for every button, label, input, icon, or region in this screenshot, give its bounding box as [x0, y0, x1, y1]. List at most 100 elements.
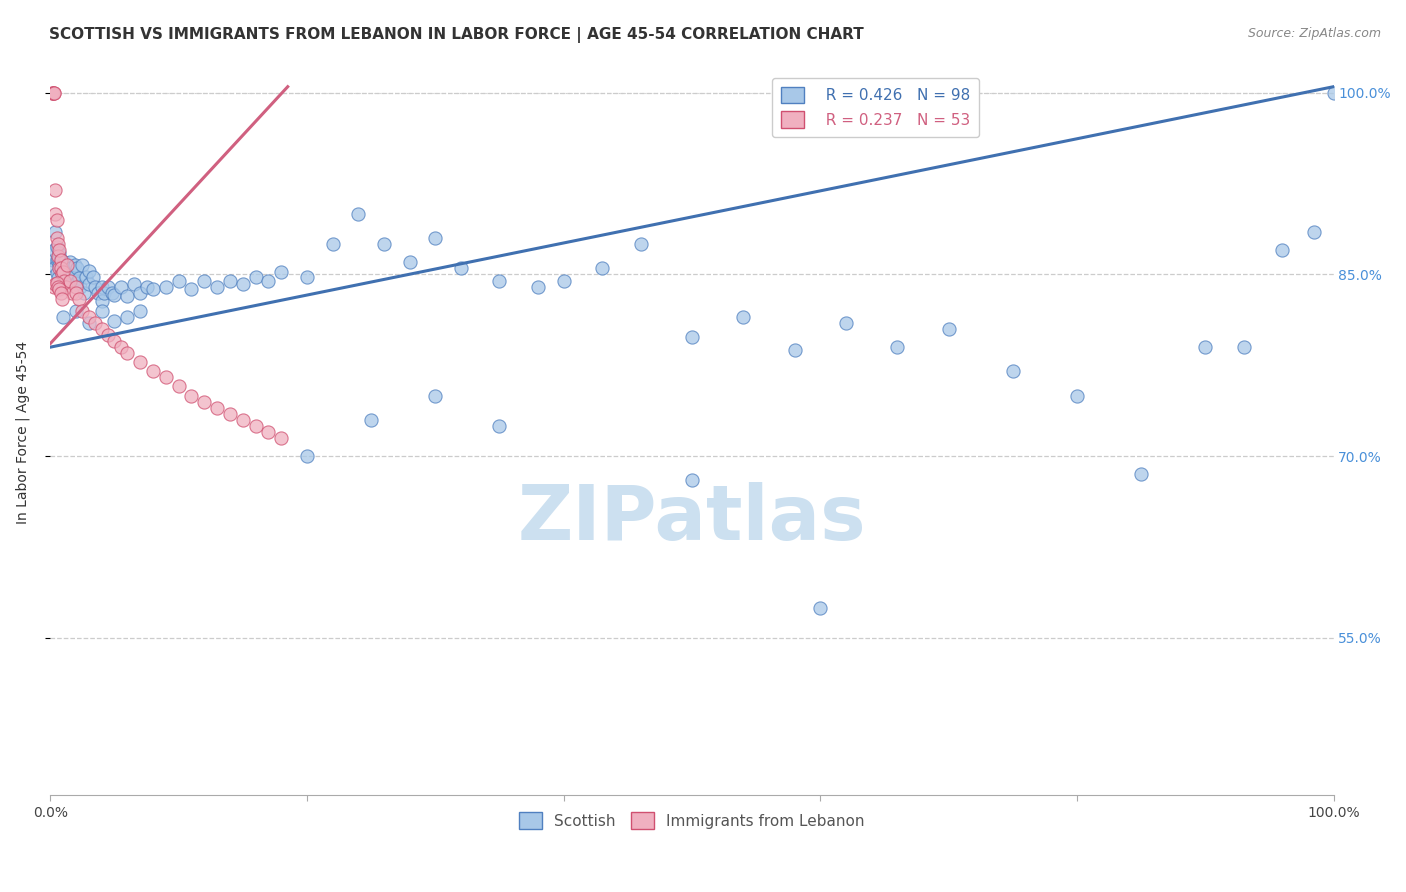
Point [425, 231, 447, 245]
Point [630, 237, 652, 252]
Point [42, 86, 65, 100]
Point [82, 269, 104, 284]
Point [90, 279, 112, 293]
Point [45, 266, 67, 280]
Point [58, 273, 80, 287]
Point [87, 285, 110, 300]
Point [41, 86, 63, 100]
Point [42, 252, 65, 267]
Point [101, 285, 124, 300]
Point [1001, 364, 1024, 378]
Point [60, 271, 83, 285]
Point [1066, 389, 1088, 403]
Point [58, 269, 80, 284]
Point [835, 316, 858, 330]
Point [53, 273, 76, 287]
Point [681, 330, 703, 344]
Point [72, 303, 94, 318]
Point [48, 282, 70, 296]
Point [65, 279, 87, 293]
Point [1130, 467, 1153, 482]
Point [1233, 340, 1256, 354]
Point [232, 277, 254, 292]
Point [48, 258, 70, 272]
Point [553, 273, 575, 287]
Point [45, 213, 67, 227]
Point [681, 474, 703, 488]
Point [44, 207, 66, 221]
Point [347, 207, 370, 221]
Point [60, 285, 83, 300]
Point [55, 279, 77, 293]
Point [398, 255, 420, 269]
Point [808, 600, 831, 615]
Point [56, 258, 79, 272]
Point [42, 86, 65, 100]
Point [49, 261, 72, 276]
Point [322, 237, 344, 252]
Point [75, 269, 97, 284]
Point [49, 252, 72, 267]
Point [52, 265, 75, 279]
Point [97, 279, 120, 293]
Point [450, 261, 472, 276]
Point [55, 265, 77, 279]
Point [425, 389, 447, 403]
Point [77, 264, 100, 278]
Point [49, 261, 72, 276]
Point [90, 303, 112, 318]
Point [66, 261, 89, 276]
Text: Source: ZipAtlas.com: Source: ZipAtlas.com [1247, 27, 1381, 40]
Point [44, 225, 66, 239]
Legend: Scottish, Immigrants from Lebanon: Scottish, Immigrants from Lebanon [513, 806, 870, 835]
Point [129, 285, 152, 300]
Point [52, 310, 75, 324]
Point [56, 260, 79, 275]
Point [84, 316, 107, 330]
Point [167, 273, 190, 287]
Text: SCOTTISH VS IMMIGRANTS FROM LEBANON IN LABOR FORCE | AGE 45-54 CORRELATION CHART: SCOTTISH VS IMMIGRANTS FROM LEBANON IN L… [49, 27, 863, 43]
Point [488, 273, 510, 287]
Y-axis label: In Labor Force | Age 45-54: In Labor Force | Age 45-54 [15, 341, 30, 524]
Point [44, 183, 66, 197]
Point [527, 279, 550, 293]
Point [219, 407, 242, 421]
Point [46, 252, 69, 266]
Point [44, 86, 66, 100]
Point [205, 401, 228, 415]
Point [52, 259, 75, 273]
Point [45, 276, 67, 290]
Point [142, 364, 165, 378]
Point [1303, 225, 1326, 239]
Point [232, 413, 254, 427]
Point [44, 279, 66, 293]
Point [48, 261, 70, 276]
Point [155, 279, 177, 293]
Point [69, 279, 91, 293]
Point [1194, 340, 1216, 354]
Point [1322, 86, 1344, 100]
Point [46, 279, 69, 293]
Point [205, 279, 228, 293]
Point [67, 292, 90, 306]
Point [129, 354, 152, 368]
Point [886, 340, 908, 354]
Point [63, 258, 86, 272]
Point [65, 276, 87, 290]
Point [59, 261, 82, 276]
Point [44, 244, 66, 258]
Point [52, 276, 75, 290]
Point [44, 86, 66, 100]
Point [45, 252, 67, 267]
Point [117, 346, 139, 360]
Point [142, 282, 165, 296]
Point [488, 418, 510, 433]
Point [122, 277, 145, 292]
Point [77, 277, 100, 292]
Point [84, 279, 107, 293]
Point [49, 252, 72, 267]
Point [77, 310, 100, 324]
Point [90, 322, 112, 336]
Point [90, 294, 112, 309]
Text: ZIPatlas: ZIPatlas [517, 483, 866, 557]
